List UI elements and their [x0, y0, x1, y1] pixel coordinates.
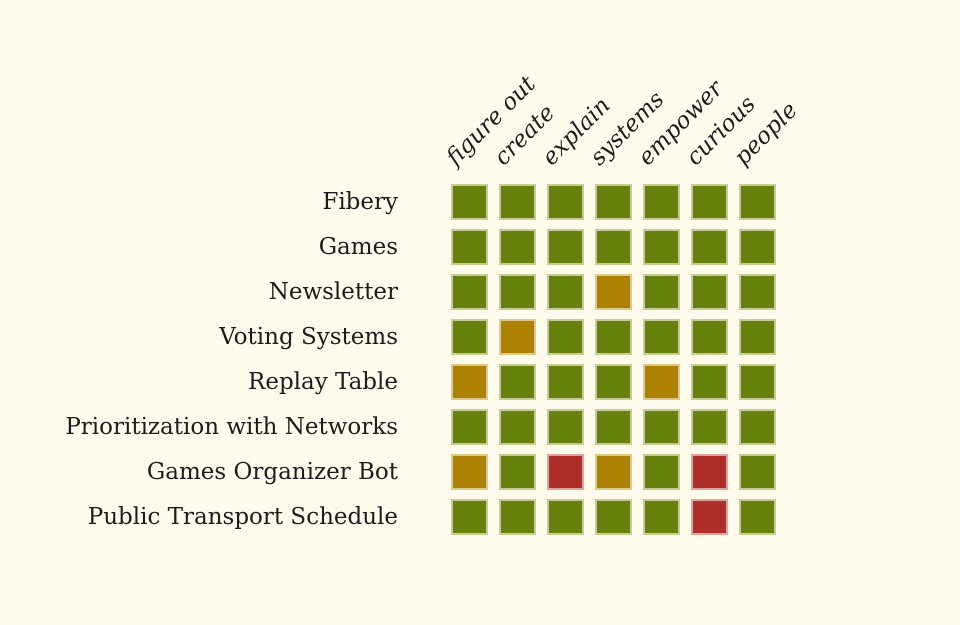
- cell-public-transport-schedule--create-green: [499, 499, 536, 535]
- row-label-newsletter: Newsletter: [268, 278, 398, 305]
- cell-prioritization-with-networks--people-green: [739, 409, 776, 445]
- cell-games--create-green: [499, 229, 536, 265]
- cell-prioritization-with-networks--curious-green: [691, 409, 728, 445]
- cell-games-organizer-bot--create-green: [499, 454, 536, 490]
- cell-games--curious-green: [691, 229, 728, 265]
- cell-newsletter--empower-green: [643, 274, 680, 310]
- cell-games-organizer-bot--people-green: [739, 454, 776, 490]
- cell-voting-systems--empower-green: [643, 319, 680, 355]
- cell-prioritization-with-networks--systems-green: [595, 409, 632, 445]
- cell-public-transport-schedule--people-green: [739, 499, 776, 535]
- cell-fibery--explain-green: [547, 184, 584, 220]
- cell-public-transport-schedule--explain-green: [547, 499, 584, 535]
- row-label-prioritization-with-networks: Prioritization with Networks: [65, 413, 398, 440]
- cell-fibery--people-green: [739, 184, 776, 220]
- row-label-fibery: Fibery: [322, 188, 398, 215]
- cell-replay-table--explain-green: [547, 364, 584, 400]
- cell-voting-systems--systems-green: [595, 319, 632, 355]
- cell-replay-table--systems-green: [595, 364, 632, 400]
- cell-fibery--figure-out-green: [451, 184, 488, 220]
- cell-prioritization-with-networks--explain-green: [547, 409, 584, 445]
- cell-games--empower-green: [643, 229, 680, 265]
- cell-newsletter--explain-green: [547, 274, 584, 310]
- cell-voting-systems--people-green: [739, 319, 776, 355]
- cell-newsletter--systems-yellow: [595, 274, 632, 310]
- row-label-replay-table: Replay Table: [248, 368, 398, 395]
- cell-voting-systems--create-yellow: [499, 319, 536, 355]
- cell-public-transport-schedule--figure-out-green: [451, 499, 488, 535]
- cell-fibery--systems-green: [595, 184, 632, 220]
- cell-fibery--create-green: [499, 184, 536, 220]
- cell-voting-systems--curious-green: [691, 319, 728, 355]
- cell-replay-table--empower-yellow: [643, 364, 680, 400]
- cell-public-transport-schedule--empower-green: [643, 499, 680, 535]
- cell-games-organizer-bot--figure-out-yellow: [451, 454, 488, 490]
- cell-fibery--empower-green: [643, 184, 680, 220]
- cell-public-transport-schedule--systems-green: [595, 499, 632, 535]
- cell-public-transport-schedule--curious-red: [691, 499, 728, 535]
- cell-prioritization-with-networks--create-green: [499, 409, 536, 445]
- cell-games-organizer-bot--curious-red: [691, 454, 728, 490]
- cell-prioritization-with-networks--empower-green: [643, 409, 680, 445]
- cell-prioritization-with-networks--figure-out-green: [451, 409, 488, 445]
- cell-newsletter--people-green: [739, 274, 776, 310]
- row-label-games: Games: [318, 233, 398, 260]
- cell-fibery--curious-green: [691, 184, 728, 220]
- cell-replay-table--people-green: [739, 364, 776, 400]
- cell-newsletter--curious-green: [691, 274, 728, 310]
- cell-replay-table--figure-out-yellow: [451, 364, 488, 400]
- cell-games--figure-out-green: [451, 229, 488, 265]
- row-label-public-transport-schedule: Public Transport Schedule: [87, 503, 398, 530]
- row-label-games-organizer-bot: Games Organizer Bot: [146, 458, 398, 485]
- cell-games--systems-green: [595, 229, 632, 265]
- row-label-voting-systems: Voting Systems: [219, 323, 398, 350]
- cell-games-organizer-bot--systems-yellow: [595, 454, 632, 490]
- cell-replay-table--create-green: [499, 364, 536, 400]
- cell-voting-systems--figure-out-green: [451, 319, 488, 355]
- cell-newsletter--figure-out-green: [451, 274, 488, 310]
- cell-voting-systems--explain-green: [547, 319, 584, 355]
- cell-newsletter--create-green: [499, 274, 536, 310]
- cell-games-organizer-bot--empower-green: [643, 454, 680, 490]
- cell-games--explain-green: [547, 229, 584, 265]
- cell-games-organizer-bot--explain-red: [547, 454, 584, 490]
- cell-replay-table--curious-green: [691, 364, 728, 400]
- cell-games--people-green: [739, 229, 776, 265]
